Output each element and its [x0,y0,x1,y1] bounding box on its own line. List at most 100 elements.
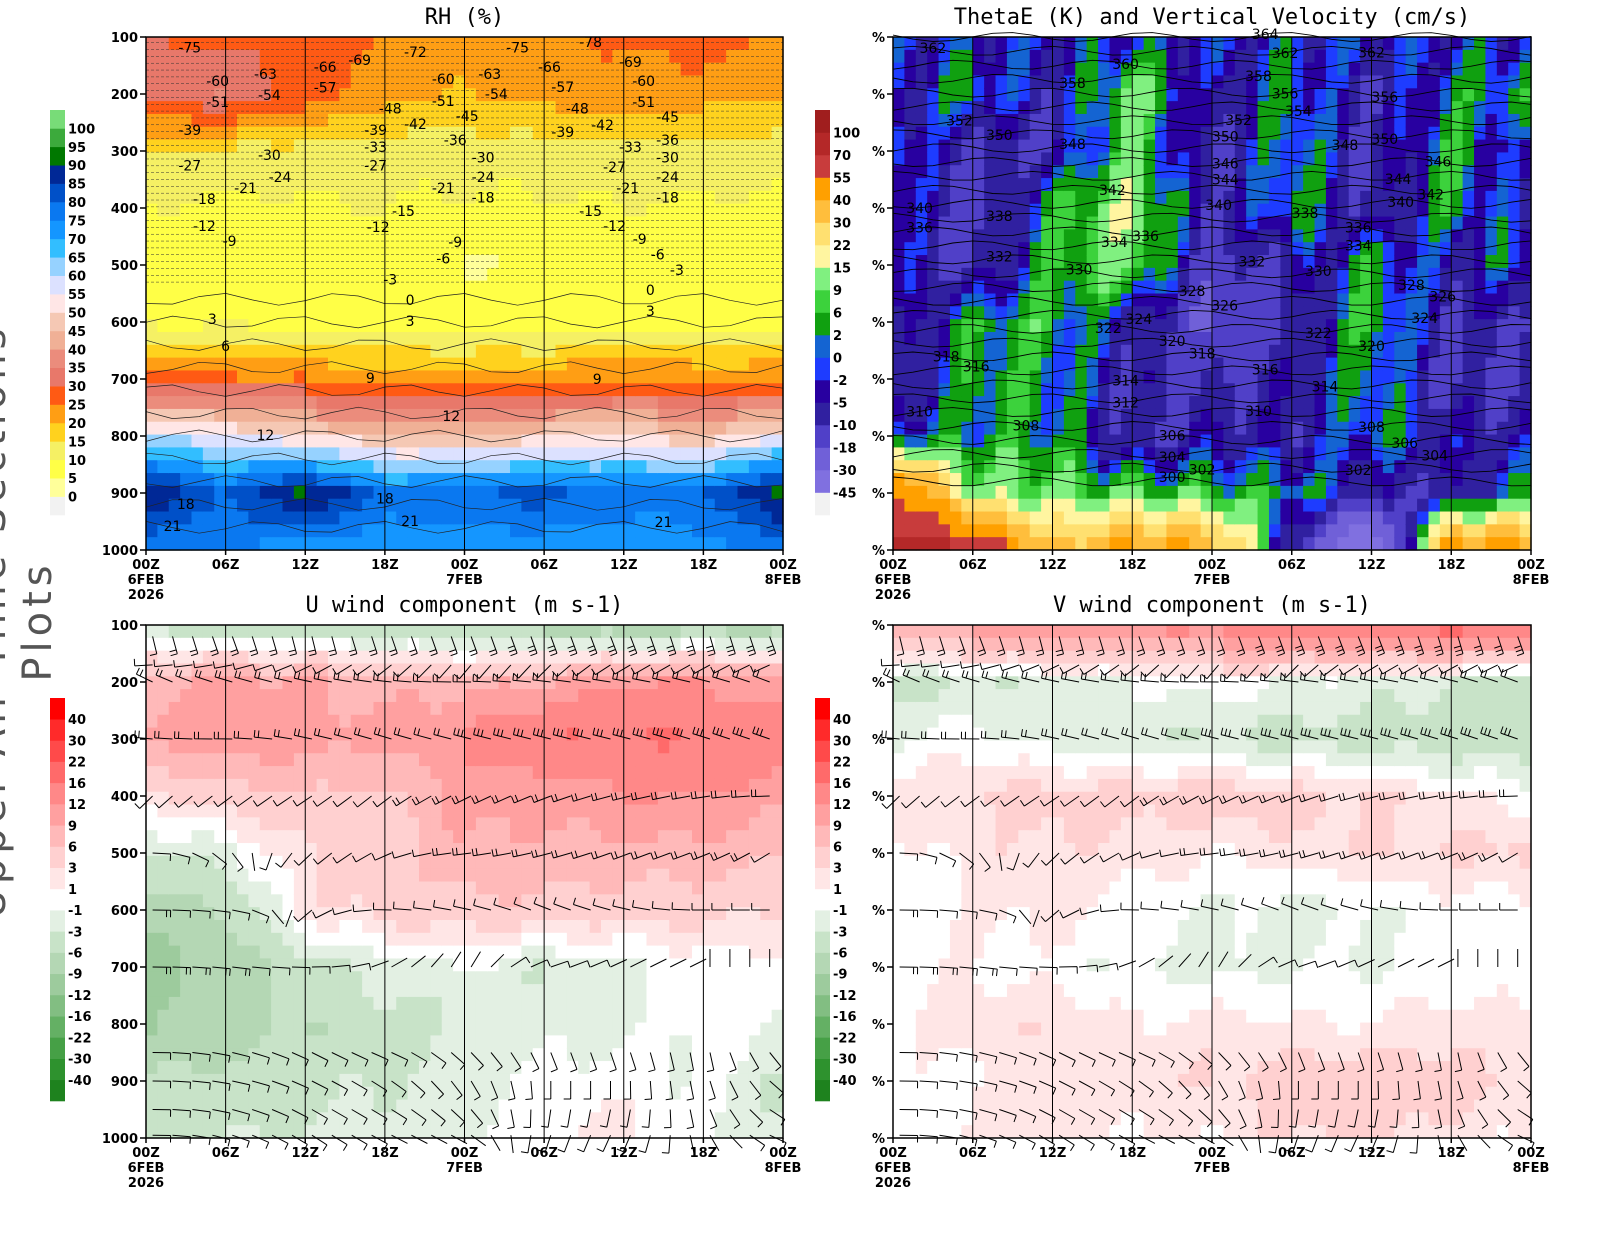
contour-cell [669,331,682,346]
contour-cell [521,434,534,448]
contour-cell [1177,139,1190,154]
contour-cell [893,190,905,205]
contour-cell [646,383,659,397]
contour-cell [168,165,181,179]
contour-cell [635,101,648,115]
contour-cell [430,62,443,77]
contour-cell [726,344,739,359]
contour-cell [1519,280,1532,295]
contour-cell [1086,126,1099,141]
contour-cell [669,113,682,128]
contour-cell [1041,280,1054,295]
contour-cell [339,267,352,282]
contour-cell [657,485,670,500]
contour-cell [1405,126,1418,141]
contour-cell [714,434,727,448]
contour-cell [669,280,682,295]
contour-cell [669,293,682,307]
contour-cell [419,178,431,192]
contour-cell [396,421,409,436]
contour-cell [1246,126,1259,141]
contour-cell [521,319,534,333]
contour-cell [1417,306,1430,320]
contour-cell [938,370,951,384]
contour-cell [225,178,238,192]
contour-cell [657,75,670,89]
contour-cell [328,537,340,551]
contour-cell [1257,306,1270,320]
contour-cell [1417,62,1430,77]
contour-cell [1268,280,1281,295]
contour-cell [1223,447,1236,461]
contour-cell [915,190,928,205]
colorbar-label: 100 [833,127,860,142]
contour-cell [168,126,181,141]
contour-cell [703,498,716,513]
contour-cell [1462,434,1475,448]
contour-cell [1428,88,1441,102]
contour-label: 332 [1239,255,1266,271]
contour-cell [1029,511,1042,525]
contour-cell [339,62,352,77]
contour-cell [1041,75,1054,89]
contour-cell [1439,126,1452,141]
contour-cell [995,255,1008,269]
contour-cell [1189,255,1202,269]
contour-cell [915,357,928,372]
contour-cell [1485,267,1498,282]
contour-cell [430,370,443,384]
contour-cell [271,101,284,115]
contour-cell [1018,242,1031,256]
contour-cell [168,190,181,205]
contour-cell [271,331,284,346]
contour-cell [927,293,940,307]
contour-cell [225,293,238,307]
contour-cell [1166,357,1179,372]
contour-cell [271,75,284,89]
contour-cell [1189,485,1202,500]
contour-cell [362,447,375,461]
contour-cell [157,1086,170,1101]
contour-cell [1223,101,1236,115]
contour-cell [146,434,158,448]
contour-cell [623,331,636,346]
contour-cell [1006,421,1019,436]
contour-cell [680,383,693,397]
contour-cell [191,460,204,474]
contour-cell [430,216,443,230]
contour-cell [396,524,409,538]
contour-cell [293,511,306,525]
contour-cell [339,49,352,64]
contour-cell [1428,62,1441,77]
contour-cell [938,139,951,154]
contour-cell [726,126,739,141]
contour-cell [350,280,363,295]
contour-cell [555,383,568,397]
contour-cell [692,216,704,230]
contour-cell [714,49,727,64]
contour-cell [453,331,466,346]
contour-cell [984,357,997,372]
contour-cell [984,537,997,551]
contour-cell [1200,293,1213,307]
contour-cell [646,511,659,525]
contour-cell [544,101,557,115]
contour-cell [248,473,261,487]
contour-cell [1496,408,1509,423]
x-tick-label: 18Z [371,558,399,573]
contour-cell [1120,357,1133,372]
contour-cell [1006,126,1019,141]
contour-cell [1291,139,1304,154]
colorbar-swatch [815,380,830,403]
contour-cell [657,88,670,102]
contour-label: 350 [986,128,1013,144]
contour-cell [475,447,488,461]
contour-cell [271,190,284,205]
contour-cell [1143,498,1156,513]
contour-cell [1462,37,1475,51]
contour-cell [949,434,962,448]
contour-cell [1109,370,1122,384]
contour-cell [915,126,928,141]
contour-cell [1280,75,1293,89]
contour-cell [623,267,636,282]
